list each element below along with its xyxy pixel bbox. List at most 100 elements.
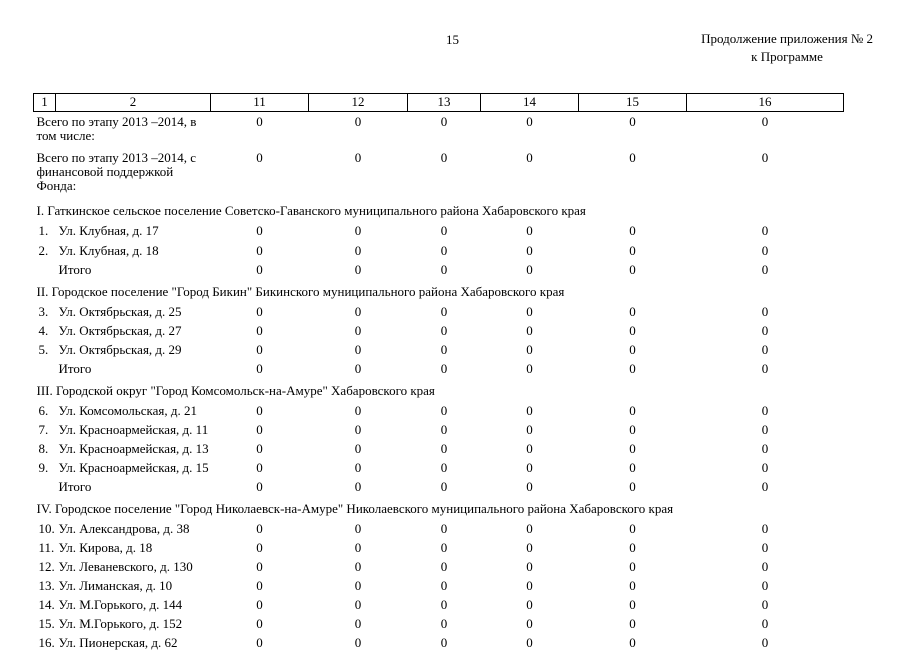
value-cell: 0 <box>256 261 263 277</box>
summary-row: Всего по этапу 2013 –2014, с финансовой … <box>34 148 844 198</box>
value-cell: 0 <box>526 223 533 239</box>
value-cell: 0 <box>629 597 636 613</box>
value-cell: 0 <box>354 261 362 277</box>
value-cell: 0 <box>354 597 362 613</box>
table-row: 15. Ул. М.Горького, д. 152 0 0 0 0 0 0 <box>34 614 844 633</box>
row-number: 12. <box>38 559 55 575</box>
row-label: Итого <box>58 261 92 277</box>
value-cell: 0 <box>256 303 263 319</box>
value-cell: 0 <box>629 478 636 494</box>
row-number <box>34 260 56 279</box>
value-cell: 0 <box>526 578 533 594</box>
value-cell: 0 <box>354 341 362 357</box>
total-row: Итого 0 0 0 0 0 0 <box>34 359 844 378</box>
value-cell: 0 <box>761 261 769 277</box>
row-label: Ул. Октябрьская, д. 27 <box>58 322 182 338</box>
row-label: Итого <box>58 478 92 494</box>
value-cell: 0 <box>256 223 263 239</box>
value-cell: 0 <box>354 616 362 632</box>
value-cell: 0 <box>629 421 636 437</box>
value-cell: 0 <box>761 478 769 494</box>
value-cell: 0 <box>526 478 533 494</box>
summary-label: Всего по этапу 2013 –2014, в том числе: <box>36 114 197 144</box>
appendix-continuation-line1: Продолжение приложения № 2 <box>701 31 873 46</box>
row-number: 8. <box>38 440 49 456</box>
value-cell: 0 <box>256 520 263 536</box>
value-cell: 0 <box>440 616 448 632</box>
value-cell: 0 <box>440 360 448 376</box>
value-cell: 0 <box>256 440 263 456</box>
row-number: 11. <box>38 539 55 555</box>
value-cell: 0 <box>761 114 769 130</box>
value-cell: 0 <box>354 322 362 338</box>
value-cell: 0 <box>526 520 533 536</box>
value-cell: 0 <box>256 578 263 594</box>
value-cell: 0 <box>440 303 448 319</box>
table-row: 16. Ул. Пионерская, д. 62 0 0 0 0 0 0 <box>34 633 844 652</box>
value-cell: 0 <box>354 478 362 494</box>
value-cell: 0 <box>354 421 362 437</box>
summary-row: Всего по этапу 2013 –2014, в том числе: 0… <box>34 112 844 149</box>
value-cell: 0 <box>761 578 769 594</box>
table-header-row: 1 2 11 12 13 14 15 16 <box>33 92 844 113</box>
value-cell: 0 <box>761 360 769 376</box>
value-cell: 0 <box>761 459 769 475</box>
value-cell: 0 <box>256 459 263 475</box>
value-cell: 0 <box>629 559 636 575</box>
value-cell: 0 <box>526 440 533 456</box>
value-cell: 0 <box>440 597 448 613</box>
value-cell: 0 <box>526 616 533 632</box>
appendix-continuation-line2: к Программе <box>751 48 823 64</box>
row-label: Ул. М.Горького, д. 152 <box>58 616 183 632</box>
total-row: Итого 0 0 0 0 0 0 <box>34 260 844 279</box>
row-number: 7. <box>38 421 49 437</box>
value-cell: 0 <box>256 242 263 258</box>
value-cell: 0 <box>256 616 263 632</box>
value-cell: 0 <box>629 520 636 536</box>
value-cell: 0 <box>526 261 533 277</box>
column-header-14: 14 <box>480 92 579 113</box>
row-number: 10. <box>38 520 55 536</box>
value-cell: 0 <box>440 242 448 258</box>
summary-label: Всего по этапу 2013 –2014, с финансовой … <box>36 150 197 194</box>
column-header-15: 15 <box>578 92 687 113</box>
value-cell: 0 <box>256 360 263 376</box>
value-cell: 0 <box>440 261 448 277</box>
column-header-1: 1 <box>33 92 56 113</box>
row-number <box>34 477 56 496</box>
section-row: III. Городской округ "Город Комсомольск-… <box>34 378 844 401</box>
table-row: 8. Ул. Красноармейская, д. 13 0 0 0 0 0 0 <box>34 439 844 458</box>
table-row: 4. Ул. Октябрьская, д. 27 0 0 0 0 0 0 <box>34 321 844 340</box>
value-cell: 0 <box>440 459 448 475</box>
value-cell: 0 <box>761 341 769 357</box>
value-cell: 0 <box>629 578 636 594</box>
value-cell: 0 <box>526 303 533 319</box>
value-cell: 0 <box>440 440 448 456</box>
value-cell: 0 <box>354 539 362 555</box>
value-cell: 0 <box>256 341 263 357</box>
value-cell: 0 <box>761 421 769 437</box>
row-number: 13. <box>38 578 55 594</box>
value-cell: 0 <box>354 223 362 239</box>
column-header-12: 12 <box>308 92 408 113</box>
value-cell: 0 <box>761 520 769 536</box>
value-cell: 0 <box>354 578 362 594</box>
value-cell: 0 <box>354 360 362 376</box>
page-number: 15 <box>446 32 459 47</box>
value-cell: 0 <box>440 402 448 418</box>
row-number: 15. <box>38 616 55 632</box>
value-cell: 0 <box>354 402 362 418</box>
value-cell: 0 <box>761 635 769 651</box>
value-cell: 0 <box>761 539 769 555</box>
program-table: 1 2 11 12 13 14 15 16 Всего по этапу 2013 –2014… <box>33 92 844 652</box>
value-cell: 0 <box>761 559 769 575</box>
row-number: 5. <box>38 341 49 357</box>
value-cell: 0 <box>629 440 636 456</box>
value-cell: 0 <box>256 421 263 437</box>
row-number: 2. <box>38 242 49 258</box>
value-cell: 0 <box>440 322 448 338</box>
value-cell: 0 <box>440 114 448 130</box>
value-cell: 0 <box>761 322 769 338</box>
value-cell: 0 <box>761 223 769 239</box>
